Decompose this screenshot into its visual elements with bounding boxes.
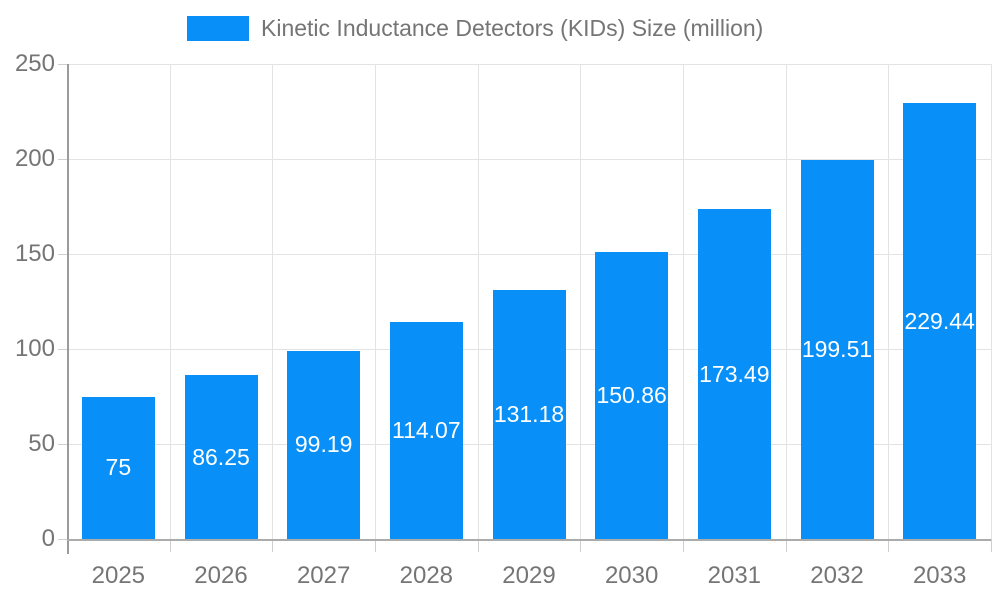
y-axis-tick-label: 200 [14, 145, 55, 172]
bar-value-label: 99.19 [294, 431, 353, 458]
x-axis-category-label: 2027 [296, 562, 351, 589]
y-axis-tick-label: 0 [41, 525, 55, 552]
y-axis-tick [58, 159, 67, 160]
x-axis-category-label: 2032 [810, 562, 864, 589]
legend-swatch [187, 16, 249, 41]
bar-2030[interactable]: 150.86 [595, 252, 669, 539]
bar-2032[interactable]: 199.51 [800, 159, 874, 539]
bar-value-label: 199.51 [801, 335, 873, 362]
x-gridline [375, 64, 376, 539]
x-axis-tick [375, 539, 376, 552]
x-axis-category-label: 2025 [91, 562, 146, 589]
x-axis-category-label: 2028 [399, 562, 454, 589]
bar-2026[interactable]: 86.25 [184, 375, 258, 539]
bar-2025[interactable]: 75 [81, 396, 155, 539]
y-axis-tick-label: 250 [14, 50, 55, 77]
x-axis-tick [888, 539, 890, 552]
x-gridline [888, 64, 890, 539]
x-gridline [785, 64, 787, 539]
legend-item[interactable]: Kinetic Inductance Detectors (KIDs) Size… [187, 15, 763, 42]
bar-2028[interactable]: 114.07 [389, 322, 463, 539]
bar-2027[interactable]: 99.19 [287, 350, 361, 539]
y-axis-tick [58, 444, 67, 445]
x-axis-category-label: 2031 [707, 562, 762, 589]
x-axis-line [67, 539, 991, 541]
x-axis-tick [580, 539, 582, 552]
bar-value-label: 131.18 [493, 400, 565, 427]
y-axis-tick [58, 349, 67, 350]
y-axis-tick-label: 50 [28, 430, 55, 457]
y-gridline [67, 159, 991, 160]
x-axis-tick [991, 539, 992, 552]
y-axis-tick [58, 254, 67, 255]
x-gridline [683, 64, 684, 539]
x-axis-tick [169, 539, 171, 552]
x-axis-category-label: 2033 [912, 562, 967, 589]
x-axis-tick [683, 539, 684, 552]
bar-value-label: 150.86 [596, 382, 667, 409]
bar-2029[interactable]: 131.18 [492, 289, 566, 539]
x-gridline [477, 64, 479, 539]
y-gridline [67, 64, 991, 65]
y-axis-tick [58, 539, 67, 540]
x-gridline [580, 64, 582, 539]
x-gridline [169, 64, 171, 539]
bar-2033[interactable]: 229.44 [903, 103, 977, 539]
x-axis-tick [272, 539, 274, 552]
y-axis-line [67, 64, 69, 554]
bar-value-label: 173.49 [699, 360, 770, 387]
x-axis-category-label: 2030 [604, 562, 659, 589]
bar-value-label: 114.07 [392, 417, 461, 444]
y-axis-tick [58, 64, 67, 65]
bar-value-label: 229.44 [904, 307, 975, 334]
x-axis-tick [785, 539, 787, 552]
x-axis-category-label: 2026 [194, 562, 248, 589]
bar-value-label: 75 [105, 454, 132, 481]
legend-label: Kinetic Inductance Detectors (KIDs) Size… [261, 15, 764, 41]
y-gridline [67, 254, 991, 255]
bar-value-label: 86.25 [192, 443, 250, 470]
x-axis-category-label: 2029 [502, 562, 556, 589]
x-gridline [272, 64, 274, 539]
y-axis-tick-label: 100 [14, 335, 55, 362]
bar-2031[interactable]: 173.49 [697, 209, 771, 539]
y-axis-tick-label: 150 [14, 240, 55, 267]
x-gridline [991, 64, 992, 539]
x-axis-tick [477, 539, 479, 552]
